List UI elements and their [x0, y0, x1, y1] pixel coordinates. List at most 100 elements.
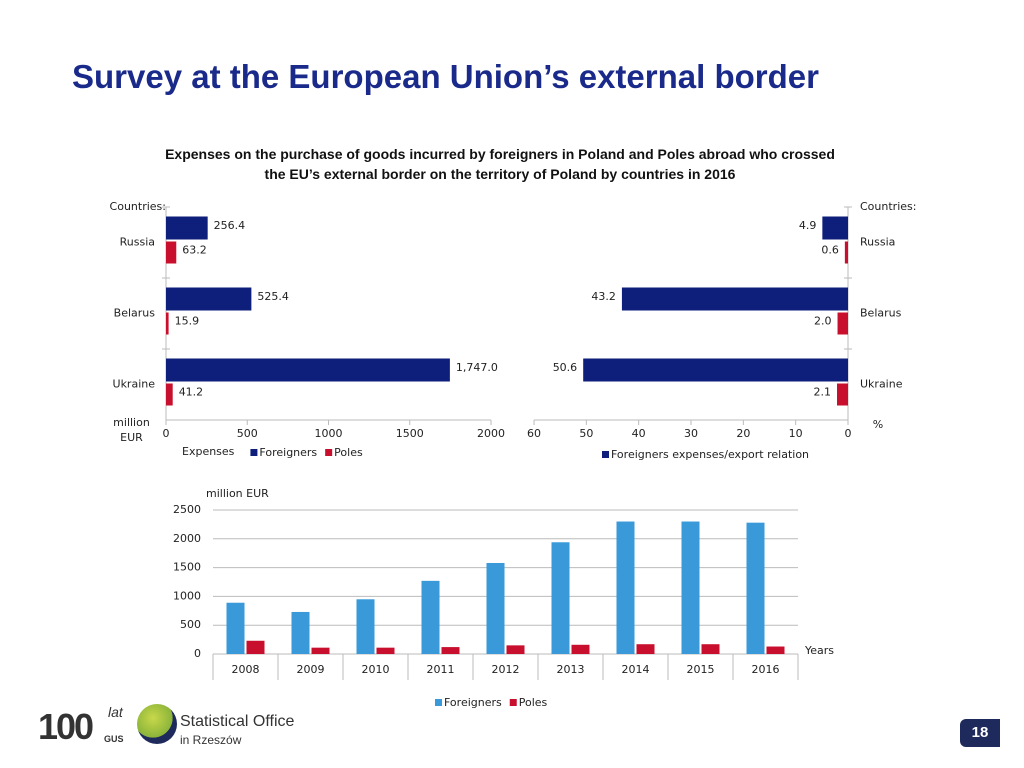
page-number: 18	[960, 719, 1000, 747]
x-tick-label: 2011	[427, 663, 455, 676]
value-label: 41.2	[179, 386, 204, 399]
x-tick-label: 60	[527, 427, 541, 440]
logo-office: Statistical Office	[180, 713, 295, 730]
value-label: 256.4	[214, 219, 246, 232]
x-tick-label: 2010	[362, 663, 390, 676]
legend-label: Foreigners	[259, 446, 317, 459]
x-tick-label: 0	[845, 427, 852, 440]
bar	[166, 383, 173, 406]
x-tick-label: 2008	[232, 663, 260, 676]
legend-label: Poles	[519, 696, 548, 709]
x-tick-label: 1500	[396, 427, 424, 440]
bar	[226, 602, 245, 654]
unit-label: million EUR	[113, 416, 150, 444]
bar	[837, 312, 848, 335]
x-tick-label: 30	[684, 427, 698, 440]
bar	[166, 312, 169, 335]
bar	[681, 521, 700, 654]
legend-swatch	[325, 449, 333, 456]
bar	[421, 580, 440, 654]
value-label: 2.1	[814, 386, 832, 399]
bar	[766, 646, 785, 654]
bar	[844, 241, 848, 264]
category-axis-label: Countries:	[110, 200, 166, 213]
bar	[166, 216, 208, 240]
legend-swatch	[435, 699, 442, 706]
value-label: 15.9	[175, 315, 200, 328]
value-label: 525.4	[257, 290, 289, 303]
legend-swatch	[509, 699, 517, 706]
bar	[166, 287, 252, 311]
legend-title: Expenses	[182, 445, 235, 458]
bar	[356, 599, 375, 654]
logo-city: in Rzeszów	[180, 733, 242, 747]
logo-emblem	[137, 704, 177, 744]
y-tick-label: 0	[194, 647, 201, 660]
bar	[311, 647, 330, 654]
x-axis-label: Years	[804, 644, 834, 657]
bar	[486, 562, 505, 654]
legend-label: Foreigners expenses/export relation	[611, 448, 809, 461]
value-label: 1,747.0	[456, 361, 498, 374]
x-tick-label: 500	[237, 427, 258, 440]
unit-label: %	[873, 418, 883, 431]
chart-title: Expenses on the purchase of goods incurr…	[165, 146, 835, 182]
y-tick-label: 2000	[173, 532, 201, 545]
bar	[551, 542, 570, 654]
x-tick-label: 2013	[557, 663, 585, 676]
x-tick-label: 2000	[477, 427, 505, 440]
logo-number: 100	[38, 706, 94, 747]
bar	[621, 287, 848, 311]
logo-script: lat	[108, 704, 123, 720]
x-tick-label: 40	[632, 427, 646, 440]
bar	[506, 645, 525, 654]
bar	[376, 647, 395, 654]
x-tick-label: 10	[789, 427, 803, 440]
y-tick-label: 2500	[173, 503, 201, 516]
category-label: Russia	[120, 236, 155, 249]
legend-swatch	[602, 451, 609, 458]
category-label: Belarus	[860, 307, 902, 320]
value-label: 4.9	[799, 219, 817, 232]
legend-label: Poles	[334, 446, 363, 459]
value-label: 63.2	[182, 244, 207, 257]
x-tick-label: 2015	[687, 663, 715, 676]
y-tick-label: 1000	[173, 589, 201, 602]
y-tick-label: 1500	[173, 561, 201, 574]
bar	[837, 383, 848, 406]
bar	[583, 358, 848, 382]
x-tick-label: 50	[579, 427, 593, 440]
logo-abbrev: GUS	[104, 734, 124, 744]
legend-swatch	[250, 449, 258, 456]
category-label: Belarus	[114, 307, 156, 320]
bar	[746, 522, 765, 654]
x-tick-label: 1000	[315, 427, 343, 440]
value-label: 50.6	[553, 361, 578, 374]
y-tick-label: 500	[180, 618, 201, 631]
bar	[571, 644, 590, 654]
bar	[441, 647, 460, 654]
legend-label: Foreigners	[444, 696, 502, 709]
category-label: Russia	[860, 236, 895, 249]
category-label: Ukraine	[113, 378, 156, 391]
bar	[636, 644, 655, 654]
category-label: Ukraine	[860, 378, 903, 391]
value-label: 43.2	[591, 290, 616, 303]
bar	[166, 241, 177, 264]
x-tick-label: 2016	[752, 663, 780, 676]
x-tick-label: 2012	[492, 663, 520, 676]
y-axis-label: million EUR	[206, 487, 269, 500]
bar	[616, 521, 635, 654]
value-label: 2.0	[814, 315, 832, 328]
bar	[822, 216, 848, 240]
x-tick-label: 20	[736, 427, 750, 440]
x-tick-label: 2009	[297, 663, 325, 676]
bar	[166, 358, 450, 382]
bar	[291, 611, 310, 654]
x-tick-label: 2014	[622, 663, 650, 676]
slide-title: Survey at the European Union’s external …	[72, 58, 819, 95]
bar	[701, 644, 720, 654]
category-axis-label: Countries:	[860, 200, 916, 213]
